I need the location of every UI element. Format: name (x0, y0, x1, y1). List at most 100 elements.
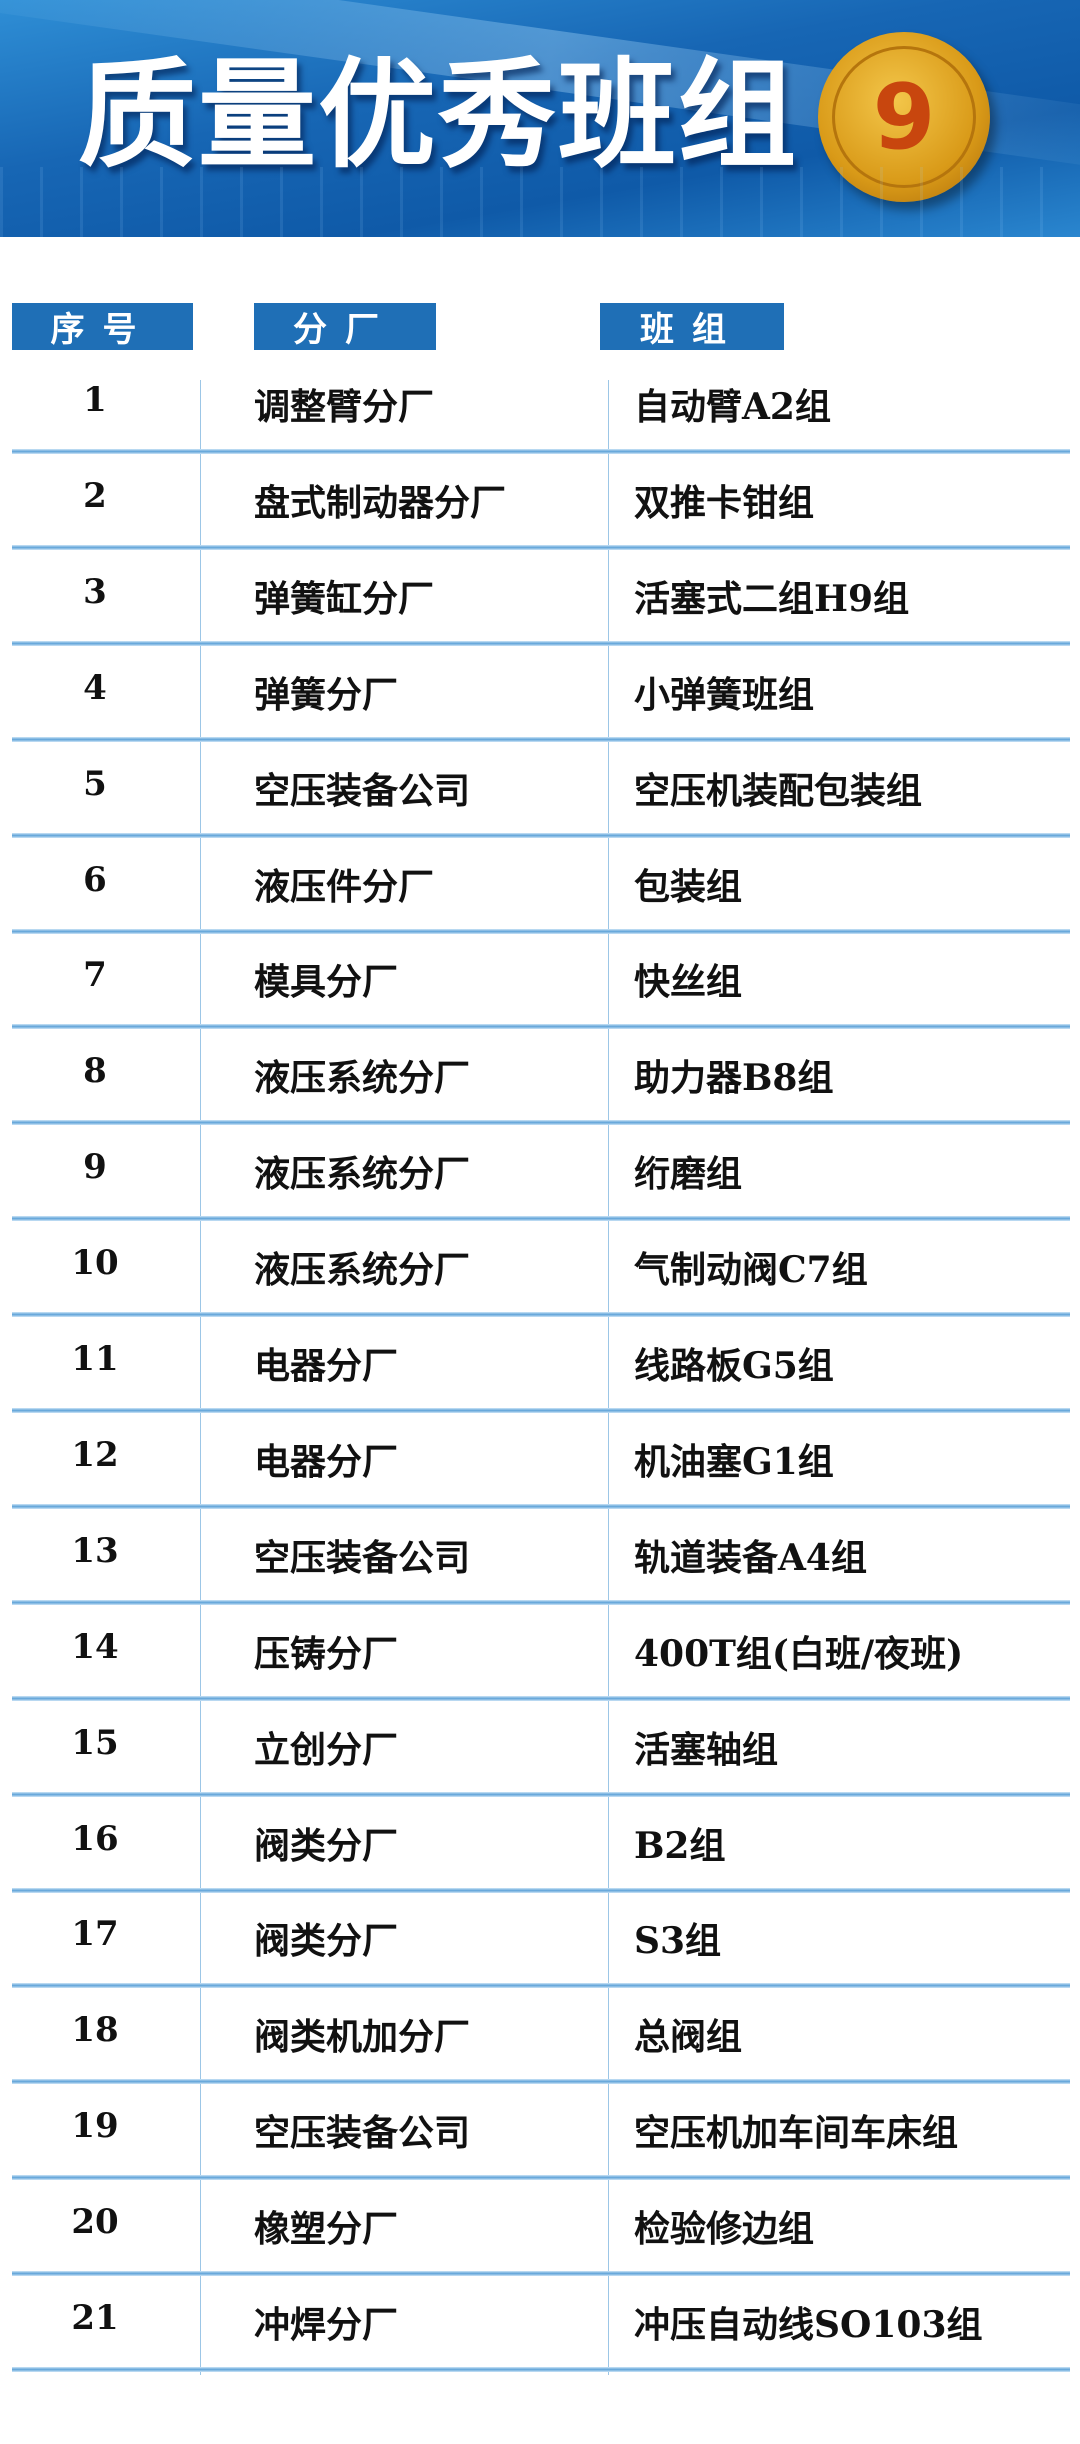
row-factory: 空压装备公司 (254, 769, 471, 812)
column-divider (200, 380, 201, 2375)
row-divider (12, 1695, 1070, 1701)
row-factory: 压铸分厂 (254, 1632, 399, 1675)
row-team: 轨道装备A4组 (634, 1536, 867, 1579)
row-team: 小弹簧班组 (634, 673, 815, 716)
row-divider (12, 544, 1070, 550)
row-index: 11 (71, 1339, 119, 1379)
row-divider (12, 2175, 1070, 2181)
row-index: 20 (71, 2202, 119, 2243)
page-title: 质量优秀班组 (78, 46, 799, 184)
row-team: 检验修边组 (634, 2208, 815, 2251)
row-divider (12, 1408, 1070, 1413)
table-row: 21 冲焊分厂 冲压自动线SO103组 (0, 2276, 1080, 2372)
table-row: 7 模具分厂 快丝组 (0, 933, 1080, 1030)
row-team: 总阀组 (634, 2016, 743, 2059)
row-team: 包装组 (634, 865, 743, 908)
row-index: 3 (83, 571, 107, 612)
row-index: 10 (71, 1243, 119, 1284)
row-team: 快丝组 (634, 961, 743, 1004)
table-row: 15 立创分厂 活塞轴组 (0, 1701, 1080, 1797)
row-team: 机油塞G1组 (634, 1440, 834, 1483)
row-divider (12, 1887, 1070, 1893)
row-divider (12, 2079, 1070, 2085)
row-divider (12, 2367, 1070, 2372)
row-team: 空压机加车间车床组 (634, 2112, 959, 2155)
row-team: 气制动阀C7组 (634, 1249, 868, 1292)
row-team: 冲压自动线SO103组 (634, 2304, 983, 2346)
table-row: 19 空压装备公司 空压机加车间车床组 (0, 2084, 1080, 2181)
row-index: 4 (83, 667, 107, 708)
row-factory: 冲焊分厂 (254, 2304, 399, 2346)
row-team: 自动臂A2组 (634, 386, 831, 428)
table-row: 17 阀类分厂 S3组 (0, 1892, 1080, 1989)
row-divider (12, 1216, 1070, 1222)
row-divider (12, 1503, 1070, 1509)
table-row: 1 调整臂分厂 自动臂A2组 (0, 358, 1080, 454)
row-divider (12, 928, 1070, 934)
row-factory: 盘式制动器分厂 (254, 481, 507, 524)
row-team: B2组 (634, 1824, 726, 1867)
row-team: S3组 (634, 1920, 722, 1963)
table-row: 6 液压件分厂 包装组 (0, 838, 1080, 934)
row-factory: 阀类分厂 (254, 1920, 399, 1963)
row-factory: 液压件分厂 (254, 865, 435, 908)
table-row: 2 盘式制动器分厂 双推卡钳组 (0, 454, 1080, 550)
row-factory: 橡塑分厂 (254, 2208, 399, 2251)
row-index: 5 (83, 763, 107, 804)
row-divider (12, 2271, 1070, 2277)
row-divider (12, 1599, 1070, 1605)
row-index: 16 (71, 1818, 119, 1859)
row-factory: 弹簧缸分厂 (254, 577, 435, 620)
table-row: 10 液压系统分厂 气制动阀C7组 (0, 1221, 1080, 1318)
row-team: 活塞轴组 (634, 1728, 779, 1771)
row-index: 13 (71, 1530, 119, 1571)
row-divider (12, 449, 1070, 454)
title-banner: 质量优秀班组 9 (0, 0, 1080, 237)
row-index: 7 (83, 955, 107, 996)
row-team: 双推卡钳组 (634, 481, 815, 524)
table-row: 14 压铸分厂 400T组(白班/夜班) (0, 1605, 1080, 1701)
row-factory: 调整臂分厂 (254, 386, 435, 428)
emblem-ring (832, 46, 976, 188)
row-team: 助力器B8组 (634, 1057, 834, 1100)
table-row: 8 液压系统分厂 助力器B8组 (0, 1029, 1080, 1126)
row-factory: 液压系统分厂 (254, 1249, 471, 1292)
row-factory: 弹簧分厂 (254, 673, 399, 716)
row-factory: 阀类分厂 (254, 1824, 399, 1867)
row-factory: 电器分厂 (254, 1345, 399, 1387)
row-team: 空压机装配包装组 (634, 769, 923, 812)
row-divider (12, 1024, 1070, 1030)
table-row: 5 空压装备公司 空压机装配包装组 (0, 742, 1080, 838)
row-factory: 立创分厂 (254, 1728, 399, 1771)
row-factory: 空压装备公司 (254, 2112, 471, 2155)
row-index: 15 (71, 1722, 119, 1763)
row-factory: 空压装备公司 (254, 1536, 471, 1579)
row-index: 1 (83, 380, 107, 420)
row-factory: 液压系统分厂 (254, 1057, 471, 1100)
table-row: 4 弹簧分厂 小弹簧班组 (0, 646, 1080, 742)
table-row: 20 橡塑分厂 检验修边组 (0, 2180, 1080, 2277)
table-row: 16 阀类分厂 B2组 (0, 1797, 1080, 1893)
row-divider (12, 1312, 1070, 1318)
row-index: 19 (71, 2106, 119, 2147)
table-row: 18 阀类机加分厂 总阀组 (0, 1988, 1080, 2085)
header-team: 班组 (600, 303, 784, 350)
row-index: 8 (83, 1051, 107, 1092)
china-quality-month-emblem-icon: 9 (818, 32, 990, 202)
row-factory: 模具分厂 (254, 961, 399, 1004)
row-factory: 液压系统分厂 (254, 1153, 471, 1196)
row-team: 绗磨组 (634, 1153, 743, 1196)
row-team: 活塞式二组H9组 (634, 577, 910, 620)
row-index: 21 (71, 2298, 119, 2338)
row-divider (12, 1791, 1070, 1797)
table-row: 13 空压装备公司 轨道装备A4组 (0, 1509, 1080, 1605)
row-index: 6 (83, 859, 107, 900)
row-divider (12, 640, 1070, 646)
row-team: 400T组(白班/夜班) (634, 1632, 964, 1675)
row-divider (12, 832, 1070, 838)
column-divider (608, 380, 609, 2375)
table-row: 9 液压系统分厂 绗磨组 (0, 1125, 1080, 1222)
table-row: 11 电器分厂 线路板G5组 (0, 1317, 1080, 1413)
row-index: 2 (83, 475, 107, 516)
row-divider (12, 1983, 1070, 1989)
